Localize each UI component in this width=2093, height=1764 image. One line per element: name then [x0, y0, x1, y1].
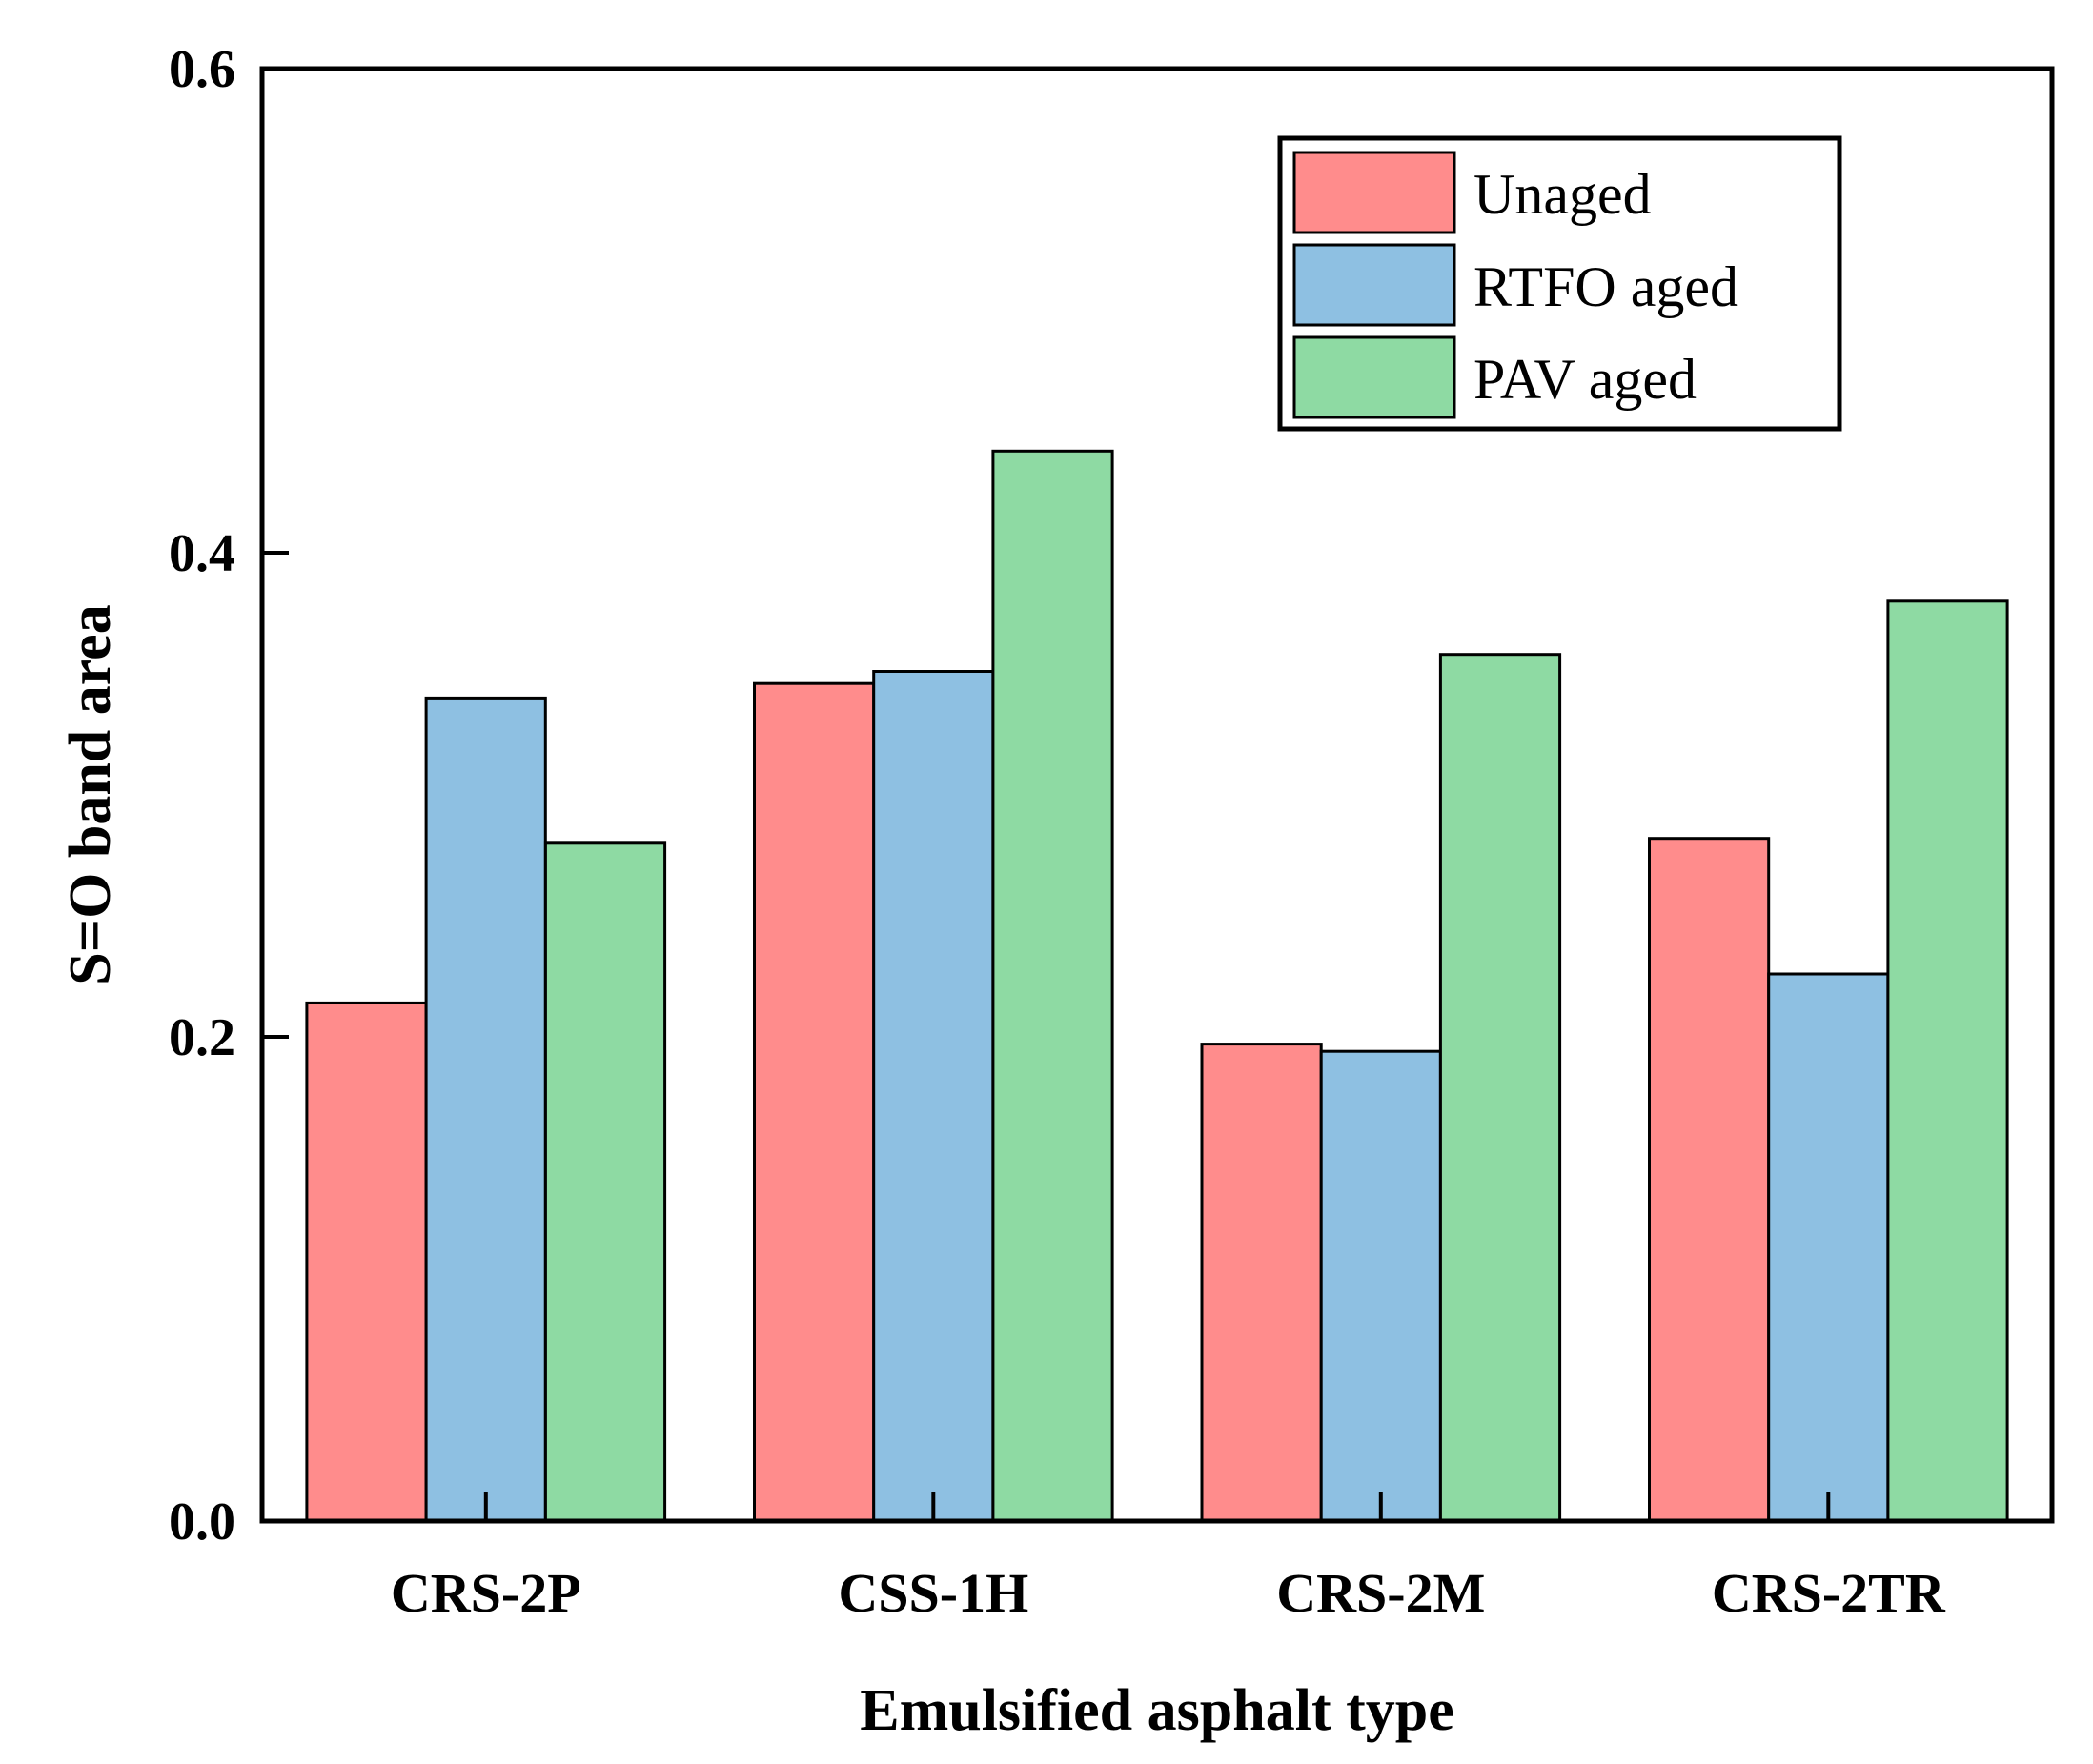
- legend-label: RTFO aged: [1473, 255, 1738, 318]
- x-axis-title: Emulsified asphalt type: [860, 1678, 1454, 1743]
- bar-crs-2p-rtfo-aged: [424, 696, 547, 1523]
- bar-crs-2p-unaged: [305, 1001, 428, 1523]
- x-tick-label: CRS-2TR: [1712, 1562, 1946, 1624]
- y-axis-title: S=O band area: [58, 604, 123, 984]
- legend-swatch-pav-aged: [1292, 335, 1456, 419]
- bar-crs-2tr-pav-aged: [1886, 599, 2009, 1523]
- bar-crs-2tr-rtfo-aged: [1767, 972, 1890, 1523]
- plot-frame: [259, 66, 2055, 1524]
- y-tick-label: 0.2: [169, 1008, 235, 1067]
- bar-crs-2p-pav-aged: [543, 841, 667, 1523]
- y-tick-label: 0.4: [169, 524, 235, 583]
- bar-crs-2m-unaged: [1200, 1043, 1323, 1523]
- legend: Unaged RTFO aged PAV aged: [1277, 135, 1842, 432]
- bar-css-1h-rtfo-aged: [872, 670, 995, 1523]
- legend-label: PAV aged: [1473, 348, 1697, 411]
- y-tick-label: 0.0: [169, 1492, 235, 1551]
- bars-layer: [305, 449, 2009, 1523]
- bar-css-1h-pav-aged: [991, 449, 1114, 1523]
- x-tick-label: CSS-1H: [838, 1562, 1028, 1624]
- bar-crs-2m-rtfo-aged: [1319, 1049, 1442, 1523]
- x-tick-label: CRS-2M: [1276, 1562, 1485, 1624]
- bar-crs-2tr-unaged: [1648, 837, 1771, 1523]
- legend-swatch-rtfo-aged: [1292, 243, 1456, 327]
- labels-layer: CRS-2P CSS-1H CRS-2M CRS-2TR 0.0 0.2 0.4 0.6: [169, 40, 1946, 1624]
- legend-label: Unaged: [1473, 163, 1652, 226]
- legend-swatch-unaged: [1292, 151, 1456, 234]
- y-tick-label: 0.6: [169, 40, 235, 99]
- x-tick-label: CRS-2P: [391, 1562, 581, 1624]
- bar-crs-2m-pav-aged: [1438, 653, 1562, 1523]
- bar-css-1h-unaged: [753, 681, 876, 1523]
